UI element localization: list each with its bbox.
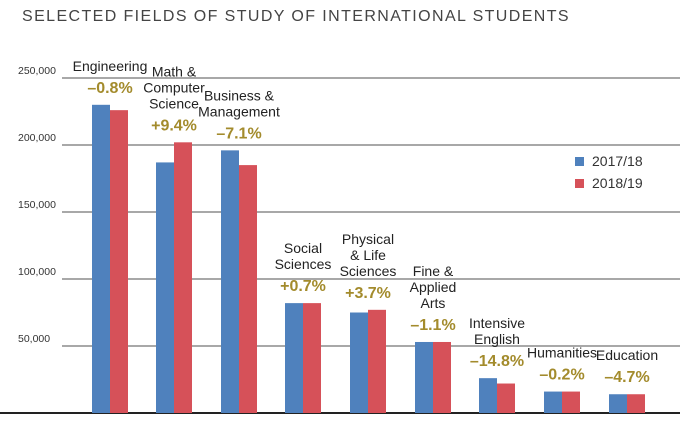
category-label: Arts [421,295,446,311]
bar-2017-18 [415,341,433,413]
legend-swatch [575,179,584,188]
bar-2017-18 [285,303,303,413]
category-label: Sciences [340,263,397,279]
pct-change-label: –0.8% [87,80,132,97]
pct-change-label: –1.1% [410,317,455,334]
pct-change-label: +0.7% [280,278,326,295]
category-label: Computer [143,79,205,95]
legend: 2017/18 2018/19 [575,153,643,191]
category-label: English [474,331,520,347]
category-label: Applied [410,279,457,295]
category-label: Math & [152,63,197,79]
category-label: Intensive [469,315,525,331]
y-tick-label: 200,000 [18,132,56,144]
category-label: Fine & [413,263,454,279]
pct-change-label: –7.1% [216,125,261,142]
bar-2018-19 [627,394,645,413]
category-label: Education [596,347,658,363]
y-tick-label: 250,000 [18,65,56,77]
bar-2017-18 [92,104,110,414]
category-label: Science [149,95,199,111]
category-label: Engineering [73,58,148,74]
y-tick-label: 50,000 [18,333,50,345]
category-label: Management [198,103,280,119]
chart-title: SELECTED FIELDS OF STUDY OF INTERNATIONA… [22,8,570,25]
pct-change-label: +3.7% [345,285,391,302]
category-label: & Life [350,247,386,263]
legend-label: 2017/18 [592,153,643,169]
bar-2017-18 [156,162,174,413]
bar-2018-19 [174,142,192,413]
bar-2018-19 [433,341,451,413]
bar-2018-19 [303,303,321,413]
bar-2018-19 [497,383,515,413]
bar-2018-19 [239,165,257,413]
bar-2018-19 [110,110,128,413]
bar-2017-18 [544,391,562,413]
category-labels: –0.8%Engineering+9.4%Math &ComputerScien… [73,58,659,386]
category-label: Business & [204,87,275,103]
pct-change-label: –4.7% [604,369,649,386]
bar-2018-19 [368,309,386,413]
category-label: Social [284,240,322,256]
y-tick-label: 150,000 [18,199,56,211]
bar-2017-18 [609,394,627,413]
bars [92,104,645,414]
category-label: Sciences [275,256,332,272]
legend-label: 2018/19 [592,175,643,191]
pct-change-label: –0.2% [539,367,584,384]
category-label: Physical [342,231,394,247]
bar-2017-18 [221,150,239,414]
category-label: Humanities [527,345,597,361]
y-axis-ticks: 50,000 100,000 150,000 200,000 250,000 [18,65,56,345]
bar-2017-18 [479,378,497,413]
pct-change-label: +9.4% [151,117,197,134]
bar-2017-18 [350,312,368,413]
legend-swatch [575,157,584,166]
pct-change-label: –14.8% [470,353,524,370]
y-tick-label: 100,000 [18,266,56,278]
bar-2018-19 [562,391,580,413]
